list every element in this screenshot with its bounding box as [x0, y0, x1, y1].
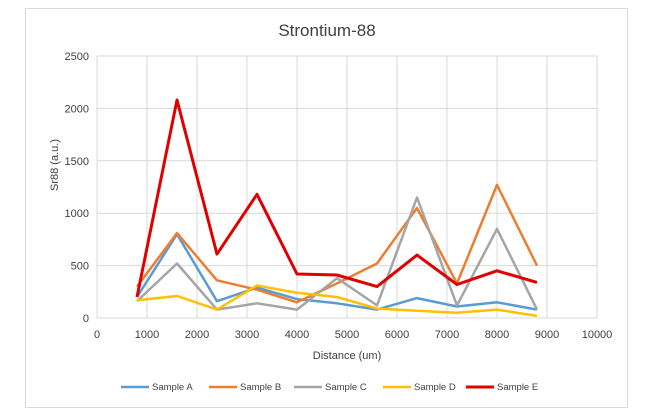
y-tick-label: 0 — [83, 313, 89, 325]
x-tick-label: 6000 — [385, 329, 409, 341]
x-tick-label: 7000 — [435, 329, 459, 341]
x-tick-label: 2000 — [185, 329, 209, 341]
y-tick-label: 2500 — [65, 51, 89, 63]
x-tick-label: 0 — [94, 329, 100, 341]
grid — [96, 55, 598, 319]
series-lines — [135, 98, 539, 318]
x-axis-label: Distance (um) — [313, 350, 381, 362]
y-axis-label: Sr88 (a.u.) — [49, 139, 61, 191]
legend-item-sample-d: Sample D — [383, 382, 456, 393]
chart-title: Strontium-88 — [278, 21, 375, 40]
legend-label: Sample E — [497, 382, 538, 393]
legend-item-sample-e: Sample E — [466, 382, 538, 393]
x-tick-label: 5000 — [335, 329, 359, 341]
x-tick-label: 4000 — [285, 329, 309, 341]
legend-item-sample-a: Sample A — [121, 382, 193, 393]
series-line-sample-a — [135, 232, 538, 311]
x-tick-label: 1000 — [135, 329, 159, 341]
legend: Sample A Sample B Sample C Sample D Sample E — [121, 382, 538, 393]
y-tick-label: 1000 — [65, 208, 89, 220]
series-line-sample-e — [135, 98, 538, 298]
series-line-sample-d — [136, 284, 538, 318]
x-tick-label: 10000 — [582, 329, 613, 341]
x-tick-label: 9000 — [535, 329, 559, 341]
y-axis-ticks: 0 500 1000 1500 2000 2500 — [65, 51, 89, 325]
legend-label: Sample D — [414, 382, 456, 393]
legend-label: Sample B — [240, 382, 281, 393]
x-tick-label: 8000 — [485, 329, 509, 341]
x-axis-ticks: 0 1000 2000 3000 4000 5000 6000 7000 8000 9000 100… — [94, 329, 612, 341]
legend-item-sample-b: Sample B — [209, 382, 281, 393]
chart-container: Strontium-88 0 500 1000 1500 2000 2500 0 1000 2… — [25, 8, 628, 408]
legend-item-sample-c: Sample C — [294, 382, 367, 393]
x-tick-label: 3000 — [235, 329, 259, 341]
y-tick-label: 1500 — [65, 156, 89, 168]
line-chart: Strontium-88 0 500 1000 1500 2000 2500 0 1000 2… — [49, 21, 612, 393]
series-line-sample-b — [135, 183, 539, 304]
y-tick-label: 500 — [71, 261, 89, 273]
y-tick-label: 2000 — [65, 103, 89, 115]
legend-label: Sample A — [152, 382, 193, 393]
legend-label: Sample C — [325, 382, 367, 393]
